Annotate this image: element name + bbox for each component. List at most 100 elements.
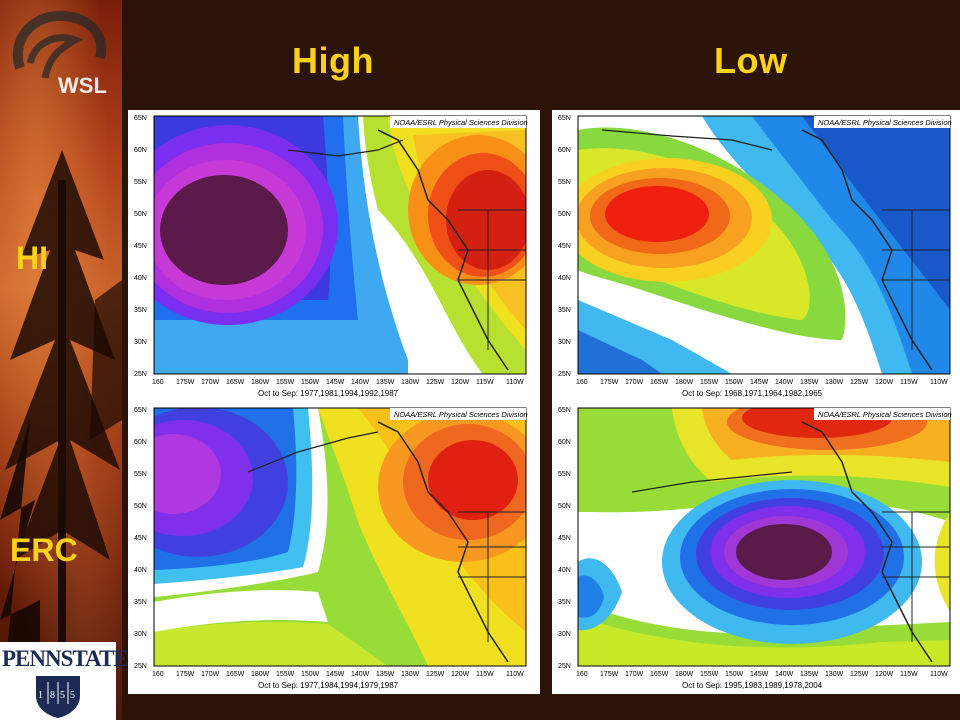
lat-label: 60N: [134, 147, 147, 154]
lon-label: 150W: [301, 671, 320, 678]
map-panel-erc-high: NOAA/ESRL Physical Sciences Division 65N…: [128, 402, 540, 694]
lon-label: 130W: [401, 671, 420, 678]
panel-caption: Oct to Sep: 1977,1981,1994,1992,1987: [258, 389, 399, 398]
lon-label: 175W: [176, 671, 195, 678]
lat-label: 50N: [134, 211, 147, 218]
lat-label: 65N: [558, 115, 571, 122]
map-panel-erc-low: NOAA/ESRL Physical Sciences Division 65N…: [552, 402, 960, 694]
lon-label: 175W: [600, 379, 619, 386]
lat-label: 30N: [134, 339, 147, 346]
lon-label: 140W: [351, 379, 370, 386]
lat-label: 65N: [134, 407, 147, 414]
lon-label: 125W: [850, 379, 869, 386]
lat-label: 50N: [558, 503, 571, 510]
lon-label: 170W: [201, 671, 220, 678]
shield-year-digit: 8: [50, 690, 55, 701]
lat-label: 50N: [134, 503, 147, 510]
lon-label: 150W: [725, 671, 744, 678]
lat-label: 50N: [558, 211, 571, 218]
lon-label: 115W: [900, 379, 918, 386]
lon-label: 170W: [625, 379, 644, 386]
lat-label: 25N: [558, 371, 571, 378]
lon-label: 135W: [376, 379, 395, 386]
lon-label: 120W: [451, 671, 470, 678]
lon-label: 165W: [650, 379, 669, 386]
lon-label: 180W: [675, 379, 694, 386]
lat-label: 35N: [134, 599, 147, 606]
lon-label: 120W: [875, 379, 894, 386]
lon-label: 145W: [750, 379, 769, 386]
lat-label: 35N: [558, 599, 571, 606]
lon-label: 110W: [930, 671, 948, 678]
lon-label: 115W: [476, 379, 494, 386]
lon-label: 180W: [251, 671, 270, 678]
panel-caption: Oct to Sep: 1995,1983,1989,1978,2004: [682, 681, 823, 690]
row-title-hi: HI: [16, 240, 48, 276]
lon-label: 180W: [675, 671, 694, 678]
map-panel-hi-high: NOAA/ESRL Physical Sciences Division 65N…: [128, 110, 540, 402]
lat-label: 25N: [134, 663, 147, 670]
lon-label: 175W: [600, 671, 619, 678]
lon-label: 125W: [426, 671, 445, 678]
lon-label: 155W: [276, 379, 295, 386]
lon-label: 135W: [376, 671, 395, 678]
lat-label: 35N: [134, 307, 147, 314]
lon-label: 165W: [226, 671, 245, 678]
lon-label: 160: [576, 671, 588, 678]
lat-label: 65N: [134, 115, 147, 122]
lon-label: 145W: [326, 379, 345, 386]
lon-label: 130W: [825, 379, 844, 386]
lon-label: 170W: [625, 671, 644, 678]
lon-label: 125W: [426, 379, 445, 386]
panel-credit: NOAA/ESRL Physical Sciences Division: [818, 410, 952, 419]
lon-label: 110W: [506, 671, 524, 678]
shield-year-digit: 5: [60, 690, 65, 701]
lon-label: 155W: [700, 379, 719, 386]
lat-label: 25N: [134, 371, 147, 378]
lat-label: 30N: [558, 339, 571, 346]
lon-label: 135W: [800, 671, 819, 678]
wsl-logo: WSL: [10, 8, 110, 108]
column-title-low: Low: [714, 40, 788, 81]
lat-label: 45N: [134, 243, 147, 250]
lon-label: 160: [152, 671, 164, 678]
row-title-erc: ERC: [10, 532, 78, 568]
lon-label: 180W: [251, 379, 270, 386]
lon-label: 160: [576, 379, 588, 386]
lon-label: 175W: [176, 379, 195, 386]
lat-label: 65N: [558, 407, 571, 414]
sidebar-fire-photo: WSL: [0, 0, 122, 720]
lon-label: 145W: [750, 671, 769, 678]
lon-label: 140W: [351, 671, 370, 678]
lat-label: 40N: [558, 275, 571, 282]
column-title-high: High: [292, 40, 374, 81]
panel-caption: Oct to Sep: 1977,1984,1994,1979,1987: [258, 681, 399, 690]
lon-label: 120W: [451, 379, 470, 386]
map-panel-hi-low: NOAA/ESRL Physical Sciences Division 65N…: [552, 110, 960, 402]
lat-label: 40N: [134, 275, 147, 282]
lon-label: 145W: [326, 671, 345, 678]
lat-label: 55N: [558, 471, 571, 478]
pennstate-logo: PENNSTATE 1 8 5 5: [0, 642, 129, 720]
panel-credit: NOAA/ESRL Physical Sciences Division: [818, 118, 952, 127]
lon-label: 140W: [775, 379, 794, 386]
lon-label: 165W: [226, 379, 245, 386]
wsl-logo-text: WSL: [58, 73, 107, 98]
lon-label: 115W: [476, 671, 494, 678]
lat-label: 55N: [558, 179, 571, 186]
tree-silhouette: [0, 150, 122, 720]
panel-credit: NOAA/ESRL Physical Sciences Division: [394, 118, 528, 127]
lat-label: 30N: [558, 631, 571, 638]
lat-label: 60N: [558, 147, 571, 154]
lon-label: 135W: [800, 379, 819, 386]
lat-label: 55N: [134, 179, 147, 186]
lat-label: 60N: [558, 439, 571, 446]
lon-label: 165W: [650, 671, 669, 678]
lat-label: 55N: [134, 471, 147, 478]
lon-label: 110W: [506, 379, 524, 386]
lat-label: 45N: [558, 535, 571, 542]
lon-label: 130W: [825, 671, 844, 678]
lat-label: 40N: [134, 567, 147, 574]
lon-label: 155W: [700, 671, 719, 678]
panel-caption: Oct to Sep: 1968,1971,1964,1982,1965: [682, 389, 823, 398]
